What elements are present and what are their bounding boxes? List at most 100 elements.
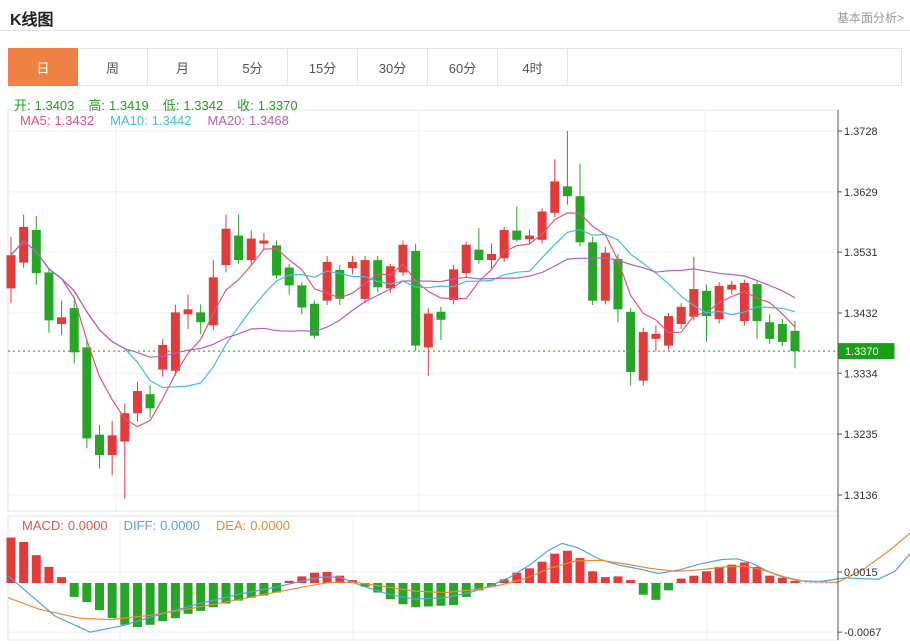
- macd-bar-positive: [6, 537, 16, 583]
- macd-bar-negative: [638, 583, 648, 595]
- candle-up: [739, 282, 749, 321]
- candle-down: [752, 284, 762, 321]
- candle-up: [170, 312, 180, 371]
- macd-bar-positive: [626, 580, 636, 583]
- candle-down: [69, 308, 79, 353]
- macd-bar-negative: [69, 583, 79, 597]
- y-axis-label: 1.3334: [844, 368, 878, 380]
- macd-bar-positive: [790, 580, 800, 583]
- macd-bar-positive: [676, 578, 686, 583]
- macd-bar-positive: [701, 571, 711, 583]
- y-axis-label: 1.3235: [844, 429, 878, 441]
- candle-up: [120, 413, 130, 442]
- macd-bar-negative: [234, 583, 244, 601]
- tab-60min[interactable]: 60分: [428, 49, 498, 85]
- ma20-label: MA20:: [207, 113, 246, 128]
- macd-bar-positive: [765, 575, 775, 583]
- period-tab-bar: 日周月 5分 15分 30分 60分 4时: [8, 48, 902, 86]
- candle-up: [449, 269, 459, 301]
- macd-bar-positive: [31, 555, 41, 583]
- tab-month[interactable]: 月: [148, 49, 218, 85]
- candle-down: [95, 434, 105, 456]
- macd-readout: MACD: 0.0000 DIFF: 0.0000 DEA: 0.0000: [22, 518, 294, 533]
- ma-readout: MA5: 1.3432 MA10: 1.3442 MA20: 1.3468: [20, 113, 293, 128]
- candle-down: [626, 311, 636, 373]
- candle-up: [221, 228, 231, 266]
- high-value: 1.3419: [109, 98, 149, 113]
- ma5-value: 1.3432: [54, 113, 95, 128]
- candle-up: [398, 244, 408, 273]
- candle-up: [57, 317, 67, 325]
- y-axis-label: 1.3629: [844, 187, 878, 199]
- candle-down: [562, 186, 572, 197]
- candle-down: [234, 235, 244, 261]
- candle-up: [651, 333, 661, 339]
- candle-up: [689, 289, 699, 317]
- candle-up: [499, 229, 509, 259]
- macd-bar-positive: [537, 561, 547, 583]
- candle-up: [208, 277, 218, 326]
- macd-bar-positive: [524, 568, 534, 583]
- macd-bar-negative: [449, 583, 459, 605]
- macd-bar-negative: [411, 583, 421, 608]
- candle-up: [132, 391, 142, 414]
- y-axis-label: 1.3432: [844, 308, 878, 320]
- macd-bar-positive: [777, 577, 787, 583]
- macd-bar-negative: [132, 583, 142, 627]
- macd-bar-negative: [158, 583, 168, 622]
- macd-bar-positive: [727, 564, 737, 583]
- tab-5min[interactable]: 5分: [218, 49, 288, 85]
- low-value: 1.3342: [183, 98, 224, 113]
- candle-up: [638, 332, 648, 381]
- macd-bar-positive: [714, 566, 724, 583]
- candle-up: [461, 244, 471, 274]
- macd-bar-negative: [398, 583, 408, 605]
- macd-bar-negative: [145, 583, 155, 625]
- macd-bar-negative: [208, 583, 218, 608]
- tab-4hour[interactable]: 4时: [498, 49, 568, 85]
- y-axis-label: 1.3531: [844, 247, 878, 259]
- macd-bar-negative: [221, 583, 231, 604]
- fundamental-analysis-link[interactable]: 基本面分析>: [836, 11, 904, 25]
- tab-week[interactable]: 周: [78, 49, 148, 85]
- tab-30min[interactable]: 30分: [358, 49, 428, 85]
- macd-bar-positive: [335, 575, 345, 583]
- current-price-badge: [838, 343, 895, 360]
- y-axis-label: 1.3728: [844, 126, 878, 138]
- macd-value: 0.0000: [67, 518, 108, 533]
- macd-bar-negative: [474, 583, 484, 591]
- close-label: 收:: [237, 98, 254, 113]
- macd-bar-positive: [689, 575, 699, 583]
- candle-down: [411, 250, 421, 346]
- macd-axis-label: -0.0067: [844, 627, 881, 639]
- candle-down: [512, 230, 522, 240]
- macd-pane-border: [7, 515, 839, 641]
- candle-up: [423, 313, 433, 348]
- dea-label: DEA:: [215, 518, 247, 533]
- macd-axis-label: 0.0015: [844, 567, 878, 579]
- ma5-label: MA5:: [20, 113, 51, 128]
- candle-up: [537, 211, 547, 240]
- macd-bar-negative: [385, 583, 395, 600]
- candle-down: [765, 322, 775, 339]
- main-pane-border: [7, 109, 839, 512]
- macd-bar-positive: [600, 577, 610, 583]
- candle-down: [335, 269, 345, 299]
- tab-15min[interactable]: 15分: [288, 49, 358, 85]
- macd-bar-negative: [360, 583, 370, 587]
- macd-bar-negative: [664, 583, 674, 591]
- diff-label: DIFF:: [123, 518, 157, 533]
- macd-bar-negative: [196, 583, 206, 611]
- macd-bar-negative: [170, 583, 180, 619]
- tab-day[interactable]: 日: [8, 48, 78, 86]
- ohlc-readout: 开: 1.3403 高: 1.3419 低: 1.3342 收: 1.3370: [14, 95, 302, 114]
- candle-up: [322, 261, 332, 301]
- macd-bar-positive: [739, 562, 749, 583]
- candle-down: [196, 312, 206, 323]
- macd-bar-negative: [436, 583, 446, 606]
- candle-down: [297, 285, 307, 308]
- current-price-badge-text: 1.3370: [845, 346, 879, 358]
- macd-label: MACD:: [22, 518, 64, 533]
